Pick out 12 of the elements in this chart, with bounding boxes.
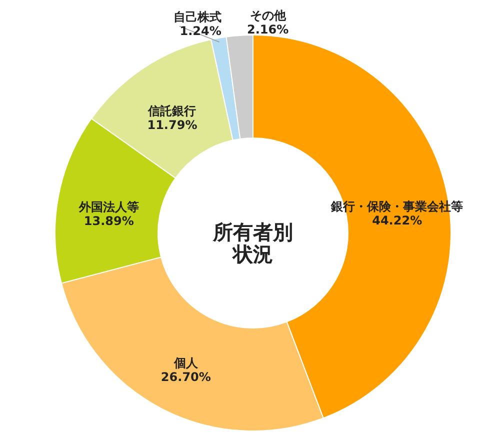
data-label: 2.16%: [246, 22, 289, 36]
slice-label: 自己株式: [173, 10, 222, 24]
data-label: 13.89%: [84, 214, 134, 228]
data-label: 44.22%: [372, 214, 422, 228]
slice-label: その他: [250, 8, 287, 22]
data-label: 1.24%: [180, 24, 222, 38]
slice-label: 外国法人等: [78, 200, 139, 214]
text: 所有者別状況: [212, 220, 293, 266]
data-label: 11.79%: [147, 118, 198, 132]
slice-label: 個人: [172, 356, 199, 370]
slice-label: 信託銀行: [147, 104, 196, 118]
data-label: 26.70%: [160, 370, 211, 384]
